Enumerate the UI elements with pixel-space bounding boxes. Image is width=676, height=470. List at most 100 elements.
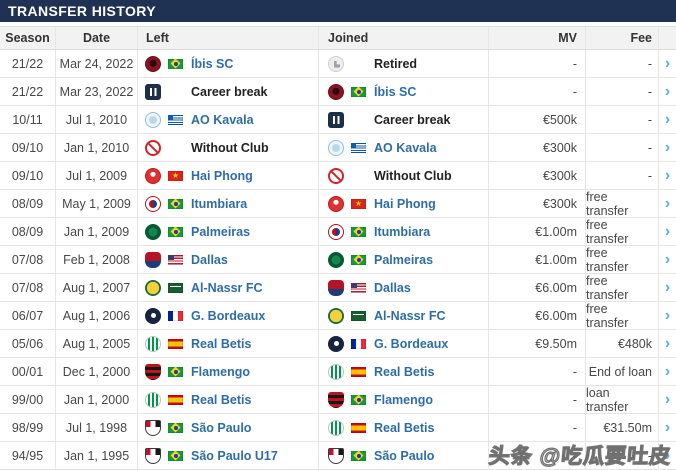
- joined-club-link[interactable]: AO Kavala: [374, 140, 437, 155]
- ao-kavala-logo-icon: [328, 139, 344, 156]
- market-value-cell: €300k: [488, 190, 585, 217]
- left-club-link[interactable]: Real Betis: [191, 392, 252, 407]
- brazil-flag-icon: [351, 86, 366, 97]
- brazil-flag-icon: [351, 254, 366, 265]
- left-club-link[interactable]: São Paulo: [191, 420, 252, 435]
- joined-status-label: Without Club: [374, 168, 452, 183]
- joined-club-link[interactable]: Real Betis: [374, 420, 435, 435]
- joined-club-link[interactable]: Íbis SC: [374, 84, 417, 99]
- joined-club-link[interactable]: São Paulo: [374, 448, 435, 463]
- itumbiara-logo-icon: [145, 195, 161, 212]
- chevron-right-icon[interactable]: ›: [664, 82, 671, 100]
- joined-status-label: Retired: [374, 56, 418, 71]
- chevron-right-icon[interactable]: ›: [664, 362, 671, 380]
- chevron-right-icon[interactable]: ›: [664, 138, 671, 156]
- row-detail-chevron[interactable]: ›: [658, 246, 676, 273]
- chevron-right-icon[interactable]: ›: [664, 390, 671, 408]
- joined-club-cell: Without Club: [318, 162, 488, 189]
- row-detail-chevron[interactable]: ›: [658, 414, 676, 441]
- joined-club-link[interactable]: Dallas: [374, 280, 411, 295]
- season-cell: 08/09: [11, 196, 44, 211]
- fee-cell: free transfer: [585, 302, 658, 329]
- date-cell: Aug 1, 2007: [55, 274, 137, 301]
- joined-club-cell: Real Betis: [318, 414, 488, 441]
- row-detail-chevron[interactable]: ›: [658, 162, 676, 189]
- fee-cell: -: [585, 106, 658, 133]
- left-club-link[interactable]: Íbis SC: [191, 56, 234, 71]
- row-detail-chevron[interactable]: ›: [658, 78, 676, 105]
- real-betis-logo-icon: [328, 419, 344, 436]
- fee-cell: -: [585, 442, 658, 469]
- left-club-link[interactable]: São Paulo U17: [191, 448, 278, 463]
- left-club-link[interactable]: Palmeiras: [191, 224, 251, 239]
- column-header-date: Date: [55, 27, 137, 49]
- season-cell: 05/06: [11, 336, 44, 351]
- joined-club-link[interactable]: Al-Nassr FC: [374, 308, 446, 323]
- chevron-right-icon[interactable]: ›: [664, 54, 671, 72]
- left-club-link[interactable]: Hai Phong: [191, 168, 253, 183]
- row-detail-chevron[interactable]: ›: [658, 274, 676, 301]
- row-detail-chevron[interactable]: ›: [658, 302, 676, 329]
- fee-cell: End of loan: [585, 358, 658, 385]
- chevron-right-icon[interactable]: ›: [664, 278, 671, 296]
- left-club-cell: Íbis SC: [137, 50, 318, 77]
- hai-phong-logo-icon: [328, 195, 344, 212]
- brazil-flag-icon: [168, 226, 183, 237]
- row-detail-chevron[interactable]: ›: [658, 106, 676, 133]
- chevron-right-icon[interactable]: ›: [664, 222, 671, 240]
- market-value-cell: -: [488, 414, 585, 441]
- left-club-link[interactable]: G. Bordeaux: [191, 308, 266, 323]
- left-club-link[interactable]: Al-Nassr FC: [191, 280, 263, 295]
- date-cell: Jan 1, 2000: [55, 386, 137, 413]
- left-club-link[interactable]: Real Betis: [191, 336, 252, 351]
- joined-club-link[interactable]: Hai Phong: [374, 196, 436, 211]
- chevron-right-icon[interactable]: ›: [664, 306, 671, 324]
- season-cell: 06/07: [11, 308, 44, 323]
- brazil-flag-icon: [351, 450, 366, 461]
- row-detail-chevron[interactable]: ›: [658, 134, 676, 161]
- row-detail-chevron[interactable]: ›: [658, 330, 676, 357]
- ibis-sc-logo-icon: [328, 83, 344, 100]
- row-detail-chevron[interactable]: ›: [658, 386, 676, 413]
- fee-cell: €480k: [585, 330, 658, 357]
- sao-paulo-logo-icon: [145, 419, 161, 436]
- usa-flag-icon: [168, 254, 183, 265]
- left-club-cell: G. Bordeaux: [137, 302, 318, 329]
- sao-paulo-logo-icon: [328, 447, 344, 464]
- row-detail-chevron[interactable]: ›: [658, 442, 676, 469]
- row-detail-chevron[interactable]: ›: [658, 50, 676, 77]
- date-cell: Jan 1, 2010: [55, 134, 137, 161]
- joined-club-link[interactable]: G. Bordeaux: [374, 336, 449, 351]
- chevron-right-icon[interactable]: ›: [664, 446, 671, 464]
- joined-club-link[interactable]: Itumbiara: [374, 224, 431, 239]
- palmeiras-logo-icon: [145, 223, 161, 240]
- joined-club-cell: Retired: [318, 50, 488, 77]
- left-club-cell: Flamengo: [137, 358, 318, 385]
- joined-status-label: Career break: [374, 112, 451, 127]
- chevron-right-icon[interactable]: ›: [664, 194, 671, 212]
- chevron-right-icon[interactable]: ›: [664, 110, 671, 128]
- market-value-cell: -: [488, 358, 585, 385]
- chevron-right-icon[interactable]: ›: [664, 418, 671, 436]
- table-row: 21/22 Mar 23, 2022 Career break Íbis SC …: [0, 78, 676, 106]
- row-detail-chevron[interactable]: ›: [658, 358, 676, 385]
- fee-cell: -: [585, 50, 658, 77]
- left-club-link[interactable]: Flamengo: [191, 364, 251, 379]
- date-cell: Aug 1, 2006: [55, 302, 137, 329]
- table-row: 09/10 Jan 1, 2010 Without Club AO Kavala…: [0, 134, 676, 162]
- chevron-right-icon[interactable]: ›: [664, 166, 671, 184]
- row-detail-chevron[interactable]: ›: [658, 190, 676, 217]
- chevron-right-icon[interactable]: ›: [664, 334, 671, 352]
- left-club-link[interactable]: AO Kavala: [191, 112, 254, 127]
- table-row: 09/10 Jul 1, 2009 Hai Phong Without Club…: [0, 162, 676, 190]
- chevron-right-icon[interactable]: ›: [664, 250, 671, 268]
- row-detail-chevron[interactable]: ›: [658, 218, 676, 245]
- al-nassr-logo-icon: [145, 279, 161, 296]
- joined-club-link[interactable]: Real Betis: [374, 364, 435, 379]
- joined-club-link[interactable]: Flamengo: [374, 392, 434, 407]
- left-club-link[interactable]: Itumbiara: [191, 196, 248, 211]
- left-club-link[interactable]: Dallas: [191, 252, 228, 267]
- joined-club-link[interactable]: Palmeiras: [374, 252, 434, 267]
- market-value-cell: €500k: [488, 106, 585, 133]
- page-title: TRANSFER HISTORY: [0, 0, 676, 22]
